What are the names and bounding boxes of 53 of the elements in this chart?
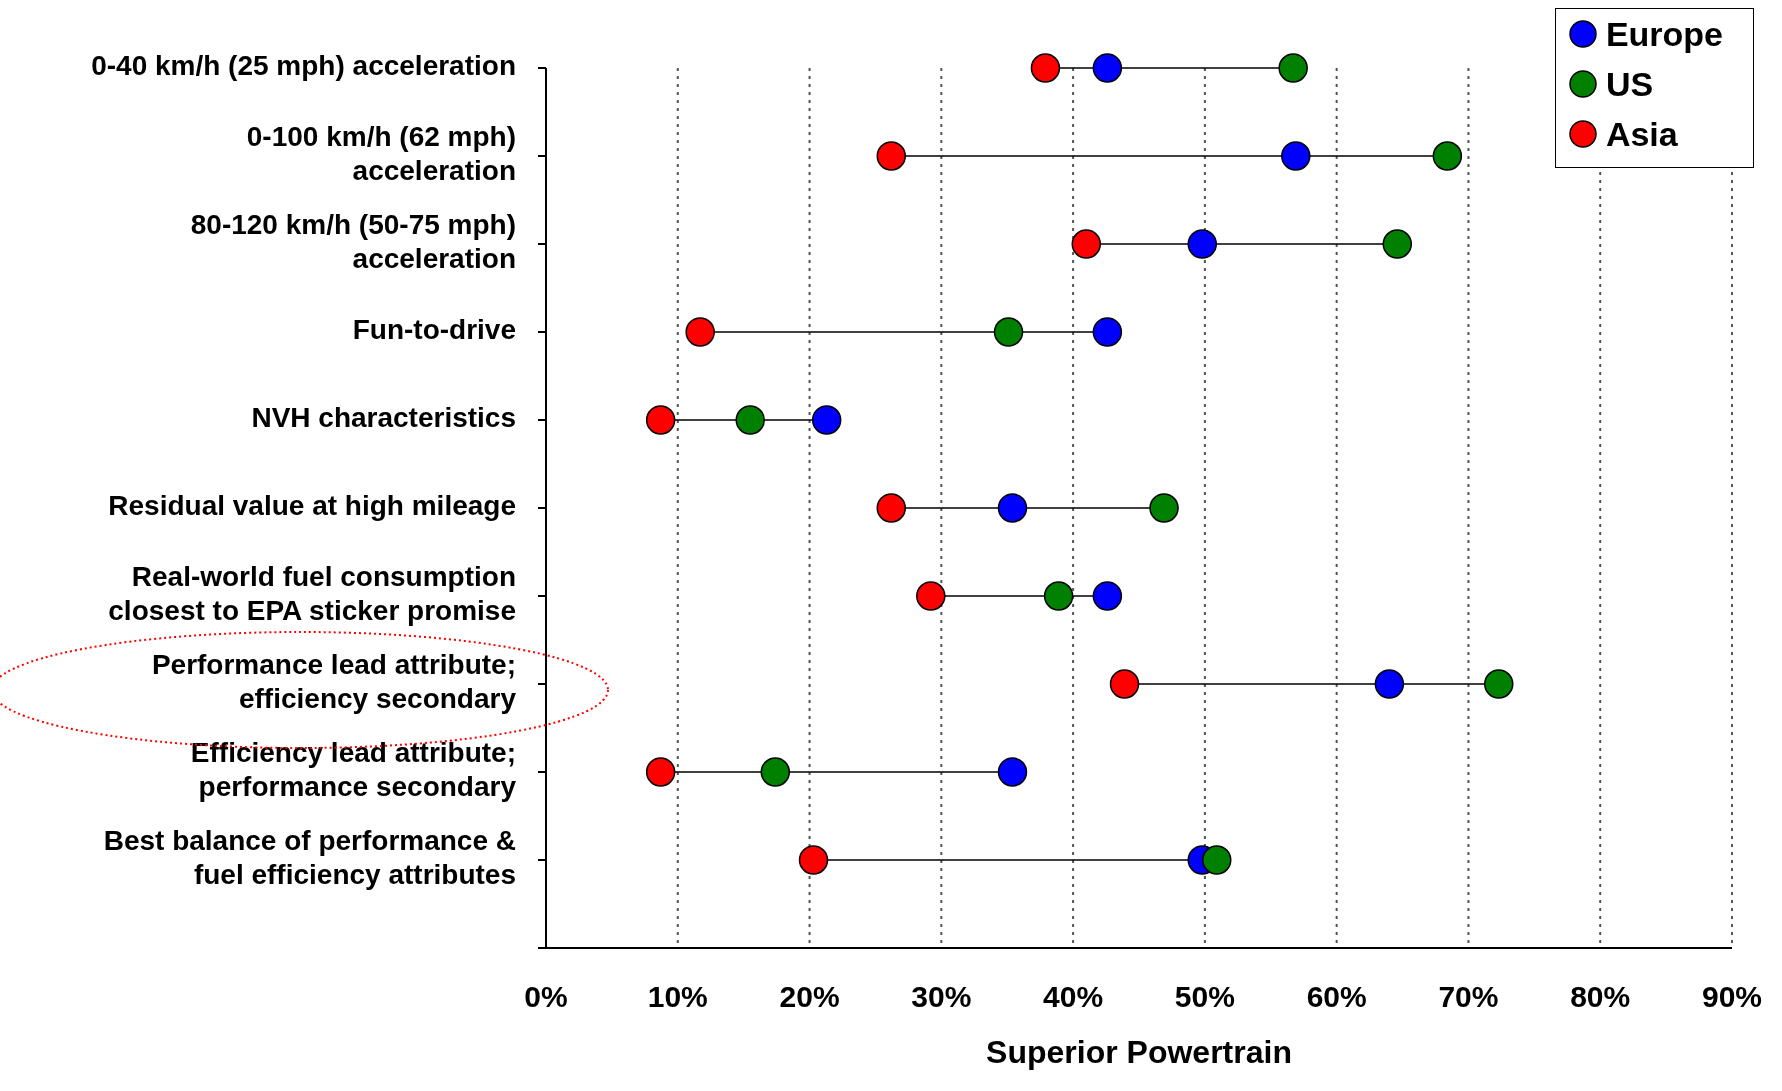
point	[1382, 229, 1413, 259]
y-tick-label: 0-100 km/h (62 mph) acceleration	[246, 121, 516, 187]
point	[1187, 229, 1217, 259]
point	[1092, 581, 1123, 611]
point	[645, 757, 676, 787]
point	[1374, 669, 1405, 699]
point	[1092, 317, 1123, 347]
point	[1281, 141, 1311, 171]
point	[811, 405, 842, 435]
x-tick-label: 70%	[1438, 980, 1499, 1014]
y-tick-label: Fun-to-drive	[352, 314, 516, 346]
point	[1202, 845, 1232, 875]
point	[876, 141, 907, 171]
point	[1484, 669, 1514, 699]
legend-label: US	[1605, 64, 1654, 104]
point	[993, 317, 1024, 347]
x-tick-label: 20%	[779, 980, 840, 1014]
y-tick-label: Performance lead attribute; efficiency secondary	[151, 649, 517, 715]
point	[1092, 53, 1123, 83]
x-tick-label: 30%	[911, 980, 972, 1014]
point	[735, 405, 766, 435]
x-tick-label: 80%	[1570, 980, 1631, 1014]
legend-label: Europe	[1605, 14, 1723, 54]
point	[1071, 229, 1102, 259]
x-tick-label: 40%	[1043, 980, 1104, 1014]
y-tick-label: 80-120 km/h (50-75 mph) acceleration	[190, 209, 516, 275]
y-tick-label: Real-world fuel consumption closest to EPA sticker promise	[108, 561, 516, 627]
x-tick-label: 90%	[1701, 980, 1763, 1014]
point	[916, 581, 946, 611]
point	[997, 493, 1028, 523]
x-axis-title: Superior Powertrain	[986, 1034, 1292, 1070]
y-tick-label: NVH characteristics	[251, 402, 516, 434]
x-tick-label: 0%	[524, 980, 568, 1014]
y-tick-label: 0-40 km/h (25 mph) acceleration	[91, 50, 516, 82]
y-tick-label: Efficiency lead attribute; performance secondary	[190, 737, 517, 803]
point	[997, 757, 1028, 787]
x-tick-label: 50%	[1174, 980, 1235, 1014]
y-tick-label: Best balance of performance & fuel efficiency attributes	[103, 825, 516, 891]
point	[1043, 581, 1074, 611]
point	[1030, 53, 1061, 83]
point	[1109, 669, 1140, 699]
point	[798, 845, 829, 875]
legend-label: Asia	[1605, 114, 1678, 154]
point	[760, 757, 791, 787]
x-tick-label: 10%	[647, 980, 708, 1014]
point	[1149, 493, 1179, 523]
point	[685, 317, 715, 347]
y-tick-label: Residual value at high mileage	[108, 490, 516, 522]
point	[645, 405, 676, 435]
point	[1432, 141, 1463, 171]
point	[1278, 53, 1308, 83]
x-tick-label: 60%	[1306, 980, 1367, 1014]
point	[876, 493, 907, 523]
